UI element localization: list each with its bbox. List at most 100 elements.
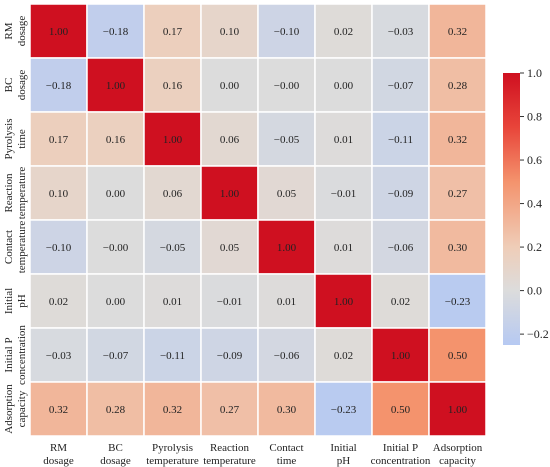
cell-value-label: −0.01 (331, 188, 356, 200)
heatmap-cell (371, 111, 430, 167)
colorbar-tick-label: 1.0 (527, 66, 542, 80)
cell-value-label: 0.10 (49, 188, 69, 200)
row-tick-label-line: Reaction (3, 173, 15, 213)
heatmap-cell (314, 57, 373, 113)
column-tick-label-line: concentration (371, 455, 431, 467)
cell-value-label: 0.27 (220, 404, 240, 416)
cell-value-label: 0.05 (220, 242, 240, 254)
heatmap-cell (257, 327, 316, 383)
cell-value-label: 0.00 (106, 188, 126, 200)
heatmap-cell (257, 273, 316, 329)
column-tick-label-line: temperature (203, 455, 256, 467)
column-tick-label-line: capacity (439, 455, 476, 467)
heatmap-cell (428, 381, 487, 437)
cell-value-label: −0.05 (274, 134, 300, 146)
cell-value-label: 0.50 (391, 404, 411, 416)
column-tick-label-line: Contact (269, 442, 303, 454)
heatmap-cell (428, 273, 487, 329)
cell-value-label: −0.07 (103, 350, 129, 362)
heatmap-cell (86, 111, 145, 167)
cell-value-label: 0.32 (448, 134, 467, 146)
row-tick-label-line: time (16, 129, 28, 149)
cell-value-label: −0.18 (103, 26, 129, 38)
row-tick-label-line: Initial P (3, 337, 15, 372)
row-tick-label: Adsorptioncapacity (3, 384, 28, 434)
cell-value-label: 1.00 (220, 188, 240, 200)
cell-value-label: 0.02 (334, 350, 353, 362)
cell-value-label: 0.10 (220, 26, 240, 38)
heatmap-cell (200, 381, 259, 437)
row-tick-label: Reactiontemperature (3, 167, 28, 220)
heatmap-cell (428, 57, 487, 113)
column-tick-label: BC dosage (100, 442, 131, 467)
cell-value-label: −0.03 (388, 26, 414, 38)
cell-value-label: −0.18 (46, 80, 72, 92)
heatmap-cell (29, 327, 88, 383)
heatmap-cell (86, 273, 145, 329)
cell-value-label: −0.11 (388, 134, 413, 146)
row-tick-label: BCdosage (3, 70, 28, 101)
column-tick-label-line: Initial P (383, 442, 418, 454)
cell-value-label: 0.17 (49, 134, 69, 146)
row-tick-label-line: Pyrolysis (3, 119, 15, 160)
cell-value-label: 0.16 (163, 80, 183, 92)
cell-value-label: 1.00 (49, 26, 69, 38)
cell-value-label: −0.00 (103, 242, 129, 254)
colorbar-tick-label: 0.8 (527, 110, 542, 124)
column-tick-label: Initial pH (330, 442, 356, 467)
cell-value-label: 0.02 (391, 296, 410, 308)
cell-value-label: 0.32 (448, 26, 467, 38)
heatmap-cell (257, 381, 316, 437)
row-tick-label-line: temperature (16, 167, 28, 220)
cell-value-label: −0.10 (46, 242, 72, 254)
cell-value-label: 0.05 (277, 188, 297, 200)
cell-value-label: 1.00 (334, 296, 354, 308)
cell-value-label: 0.00 (106, 296, 126, 308)
column-tick-label: Adsorption capacity (433, 442, 483, 467)
cell-value-label: −0.23 (331, 404, 357, 416)
column-tick-label-line: RM (50, 442, 67, 454)
cell-value-label: 1.00 (448, 404, 468, 416)
cell-value-label: 0.01 (334, 134, 353, 146)
row-tick-label: InitialpH (3, 288, 28, 314)
colorbar-bar (503, 73, 520, 345)
cell-value-label: 0.02 (334, 26, 353, 38)
column-tick-label: Reaction temperature (203, 442, 256, 467)
heatmap-cell (86, 57, 145, 113)
heatmap-cell (314, 273, 373, 329)
row-tick-label-line: capacity (16, 390, 28, 427)
heatmap-cell (143, 111, 202, 167)
column-tick-label-line: dosage (43, 455, 74, 467)
cell-value-label: 0.06 (220, 134, 240, 146)
column-tick-label-line: Pyrolysis (152, 442, 193, 454)
column-tick-label: RM dosage (43, 442, 74, 467)
row-tick-label: Contacttemperature (3, 221, 28, 274)
row-tick-label: Pyrolysistime (3, 119, 28, 160)
cell-value-label: 1.00 (277, 242, 297, 254)
row-tick-label-line: BC (3, 78, 15, 93)
heatmap-cells: 1.00 −0.18 0.17 0.10 −0.10 0.02 −0.03 0.32 −0.18… (29, 3, 487, 437)
cell-value-label: 0.00 (220, 80, 240, 92)
column-tick-label-line: time (277, 455, 297, 467)
row-tick-label-line: concentration (16, 325, 28, 385)
heatmap-cell (314, 381, 373, 437)
row-tick-label-line: pH (16, 294, 28, 308)
heatmap-cell (428, 327, 487, 383)
cell-value-label: −0.23 (445, 296, 471, 308)
cell-value-label: −0.07 (388, 80, 414, 92)
heatmap-cell (200, 165, 259, 221)
column-tick-label-line: temperature (146, 455, 199, 467)
colorbar: 1.0 0.8 0.6 0.4 0.2 0.0 −0.2 (503, 66, 549, 345)
column-tick-label-line: Reaction (210, 442, 250, 454)
column-tick-label-line: pH (337, 455, 351, 467)
colorbar-tick-label: 0.4 (527, 197, 542, 211)
cell-value-label: 0.01 (163, 296, 182, 308)
heatmap-cell (143, 327, 202, 383)
column-tick-label-line: BC (108, 442, 123, 454)
row-tick-label-line: Contact (3, 230, 15, 264)
row-tick-label-line: Adsorption (3, 384, 15, 434)
cell-value-label: 0.32 (163, 404, 182, 416)
heatmap-cell (200, 57, 259, 113)
